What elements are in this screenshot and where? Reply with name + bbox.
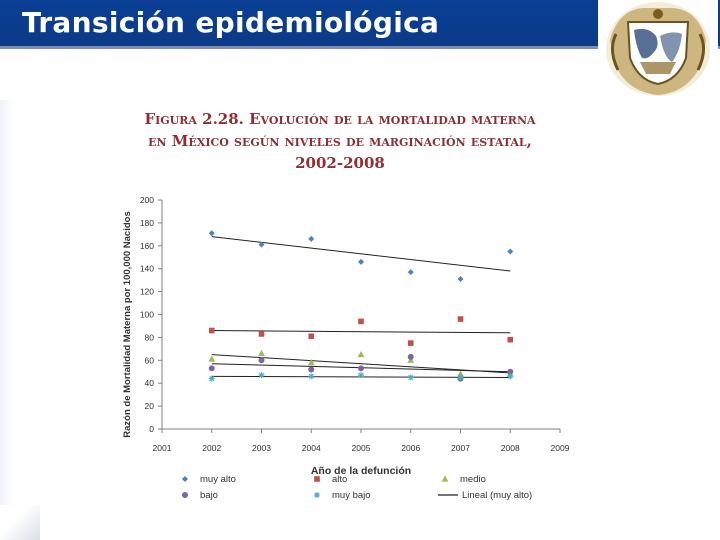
legend-marker-muy-bajo — [314, 492, 320, 498]
legend-marker-alto — [314, 476, 320, 482]
y-tick-label: 40 — [145, 378, 155, 388]
legend-label: bajo — [200, 490, 218, 501]
data-point-muy-bajo — [407, 374, 414, 381]
slide-title: Transición epidemiológica — [22, 6, 440, 39]
figure-title-line-3: 2002-2008 — [295, 154, 385, 172]
y-tick-label: 200 — [140, 195, 154, 205]
university-crest-logo — [598, 0, 718, 100]
data-point-muy-alto — [308, 235, 315, 242]
data-point-muy-alto — [507, 248, 514, 255]
y-tick-label: 120 — [140, 287, 154, 297]
data-point-bajo — [358, 365, 364, 372]
data-point-alto — [407, 340, 414, 346]
x-tick-label: 2002 — [202, 443, 221, 453]
x-tick-label: 2001 — [153, 443, 172, 453]
legend-label: Lineal (muy alto) — [462, 490, 532, 501]
y-tick-label: 80 — [145, 332, 155, 342]
data-point-bajo — [208, 365, 215, 372]
data-point-alto — [208, 327, 215, 334]
x-tick-label: 2003 — [252, 443, 271, 453]
data-point-medio — [307, 358, 315, 366]
y-tick-label: 140 — [140, 264, 154, 274]
legend-marker-bajo — [182, 492, 188, 498]
y-tick-label: 180 — [140, 218, 154, 228]
data-point-alto — [457, 316, 464, 322]
data-point-alto — [507, 336, 514, 343]
y-tick-label: 20 — [145, 401, 155, 411]
header-divider — [0, 46, 720, 49]
legend-label: medio — [460, 474, 486, 485]
legend-marker-medio — [441, 475, 449, 482]
data-point-muy-alto — [208, 230, 215, 237]
x-tick-label: 2007 — [451, 443, 470, 453]
data-point-muy-alto — [358, 258, 364, 265]
x-tick-label: 2008 — [501, 443, 520, 453]
data-point-muy-alto — [457, 276, 464, 283]
y-tick-label: 160 — [140, 241, 154, 251]
data-point-muy-bajo — [308, 373, 315, 380]
data-point-bajo — [507, 368, 514, 375]
trendline-muy-alto — [211, 236, 511, 272]
data-point-alto — [258, 331, 265, 337]
y-tick-label: 100 — [140, 310, 154, 320]
data-point-bajo — [258, 357, 265, 364]
legend-marker-muy-alto — [182, 476, 188, 482]
data-point-alto — [358, 318, 364, 325]
y-tick-label: 0 — [149, 424, 154, 434]
data-point-medio — [258, 349, 265, 357]
data-point-muy-bajo — [358, 372, 364, 379]
x-axis-title: Año de la defunción — [311, 465, 411, 477]
data-point-bajo — [407, 353, 414, 360]
data-point-medio — [208, 355, 216, 362]
y-axis-title: Razón de Mortalidad Materna por 100,000 … — [122, 211, 133, 437]
x-tick-label: 2005 — [352, 443, 371, 453]
data-point-muy-bajo — [457, 374, 464, 381]
data-point-medio — [357, 350, 365, 358]
slide-corner-decoration — [0, 505, 40, 540]
y-tick-label: 60 — [145, 355, 155, 365]
data-point-muy-bajo — [258, 372, 265, 379]
data-point-bajo — [308, 366, 315, 373]
data-point-muy-alto — [407, 269, 414, 276]
figure-title-line-2: en México según niveles de marginación e… — [148, 132, 532, 150]
trendline-alto — [211, 330, 511, 334]
legend-label: muy bajo — [332, 490, 371, 501]
legend-label: muy alto — [200, 474, 236, 485]
x-tick-label: 2006 — [401, 443, 420, 453]
data-point-alto — [308, 333, 315, 340]
data-point-muy-bajo — [208, 375, 215, 382]
figure-title-line-1: Figura 2.28. Evolución de la mortalidad … — [144, 110, 536, 128]
slide-edge-shading — [0, 100, 14, 540]
data-point-muy-bajo — [507, 373, 514, 380]
data-point-muy-alto — [258, 241, 265, 248]
legend-label: alto — [332, 474, 347, 485]
x-tick-label: 2009 — [551, 443, 570, 453]
x-tick-label: 2004 — [302, 443, 321, 453]
